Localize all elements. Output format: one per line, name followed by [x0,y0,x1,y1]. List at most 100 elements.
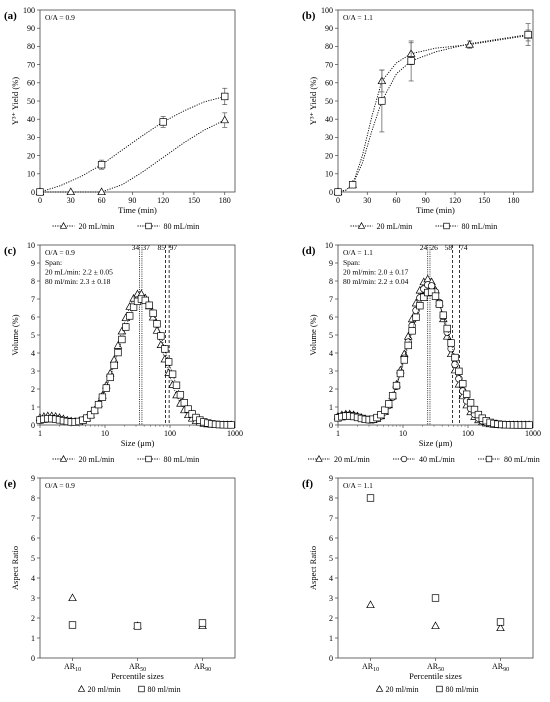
data-point [404,341,412,350]
legend-label: 20 mL/min [79,455,115,464]
legend-marker [400,455,408,463]
y-axis-label: Volume (%) [308,314,318,355]
data-point [133,622,142,630]
panel-label: (c) [4,245,17,257]
data-point [396,369,405,378]
legend-label: 20 mL/min [334,455,370,464]
y-axis-label: Aspect Ratio [10,546,20,590]
y-axis-label: Y³⁺ Yield (%) [308,77,318,125]
data-point [443,324,451,333]
legend-label: 40 mL/min [419,455,455,464]
y-tick-label: 40 [325,115,333,124]
x-tick-label: 100 [164,429,176,438]
x-tick-label: 180 [508,196,520,205]
legend-marker [138,685,145,693]
series-2 [334,288,533,429]
y-tick-label: 10 [27,170,35,179]
y-tick-label: 0 [31,188,35,197]
y-tick-label: 90 [27,24,35,33]
annotation: O/A = 1.1 [343,248,373,257]
data-point [220,115,230,124]
legend-label: 80 mL/min [462,222,498,231]
data-point [87,411,95,419]
y-tick-label: 3 [31,594,35,603]
data-point [198,619,207,627]
legend-label: 20 ml/min [386,685,419,694]
legend-label: 20 mL/min [79,222,115,231]
distribution-line [337,291,530,426]
x-tick-label: 30 [363,196,371,205]
x-tick-label: 1000 [525,429,541,438]
data-point [416,302,424,310]
y-tick-label: 30 [27,133,35,142]
annotation: O/A = 0.9 [45,13,75,22]
data-point [165,358,173,366]
data-point [427,288,436,296]
data-point [129,303,138,311]
x-tick-label: 90 [128,196,136,205]
y-tick-label: 3 [329,367,333,376]
x-tick-label: AR50 [427,662,444,673]
data-point [412,313,420,321]
data-point [184,405,192,413]
data-point [68,593,77,602]
y-tick-label: 3 [31,367,35,376]
y-axis-label: Volume (%) [10,314,20,355]
series-0 [35,112,230,196]
data-point [366,494,375,502]
data-point [68,621,77,629]
y-tick-label: 0 [31,654,35,663]
y-tick-label: 10 [325,241,333,250]
span-note: 80 ml/min: 2.3 ± 0.18 [45,277,111,286]
legend-marker [357,221,366,229]
data-point [439,311,447,319]
y-tick-label: 1 [31,634,35,643]
y-tick-label: 3 [329,594,333,603]
span-note: 20 ml/min: 2.0 ± 0.17 [343,268,409,277]
series-1 [334,281,533,429]
data-point [451,353,459,362]
y-tick-label: 10 [27,241,35,250]
data-point [180,399,188,407]
data-point [118,335,126,344]
trend-line [337,34,529,193]
legend-marker [315,454,323,462]
y-tick-label: 6 [329,534,333,543]
y-tick-label: 5 [329,331,333,340]
y-tick-label: 8 [329,494,333,503]
annotation: O/A = 1.1 [343,481,373,490]
data-point [36,188,44,196]
percentile-label: 74 [460,243,468,252]
plot-frame [39,477,236,659]
distribution-line [337,278,530,426]
data-point [400,356,408,364]
data-point [149,309,157,317]
percentile-label: 24 [420,243,428,252]
y-tick-label: 70 [325,60,333,69]
data-point [334,188,342,196]
data-point [463,390,471,398]
x-tick-label: 0 [38,196,42,205]
data-point [122,323,130,331]
x-axis-label: Time (min) [416,205,455,215]
y-tick-label: 80 [27,42,35,51]
legend: 20 ml/min 80 ml/min [375,684,479,694]
data-point [114,348,122,357]
data-point [455,367,463,375]
legend-marker [59,221,68,229]
data-point [525,421,533,429]
y-tick-label: 40 [27,115,35,124]
data-point [106,373,114,382]
data-point [102,384,110,392]
y-tick-label: 9 [329,474,333,483]
data-point [168,370,177,378]
x-tick-label: 150 [478,196,490,205]
y-tick-label: 7 [329,295,333,304]
data-point [466,399,475,407]
data-point [66,187,76,196]
data-point [435,300,444,308]
x-axis-label: Percentile sizes [409,671,462,681]
percentile-label: 37 [142,243,150,252]
data-point [117,326,127,335]
